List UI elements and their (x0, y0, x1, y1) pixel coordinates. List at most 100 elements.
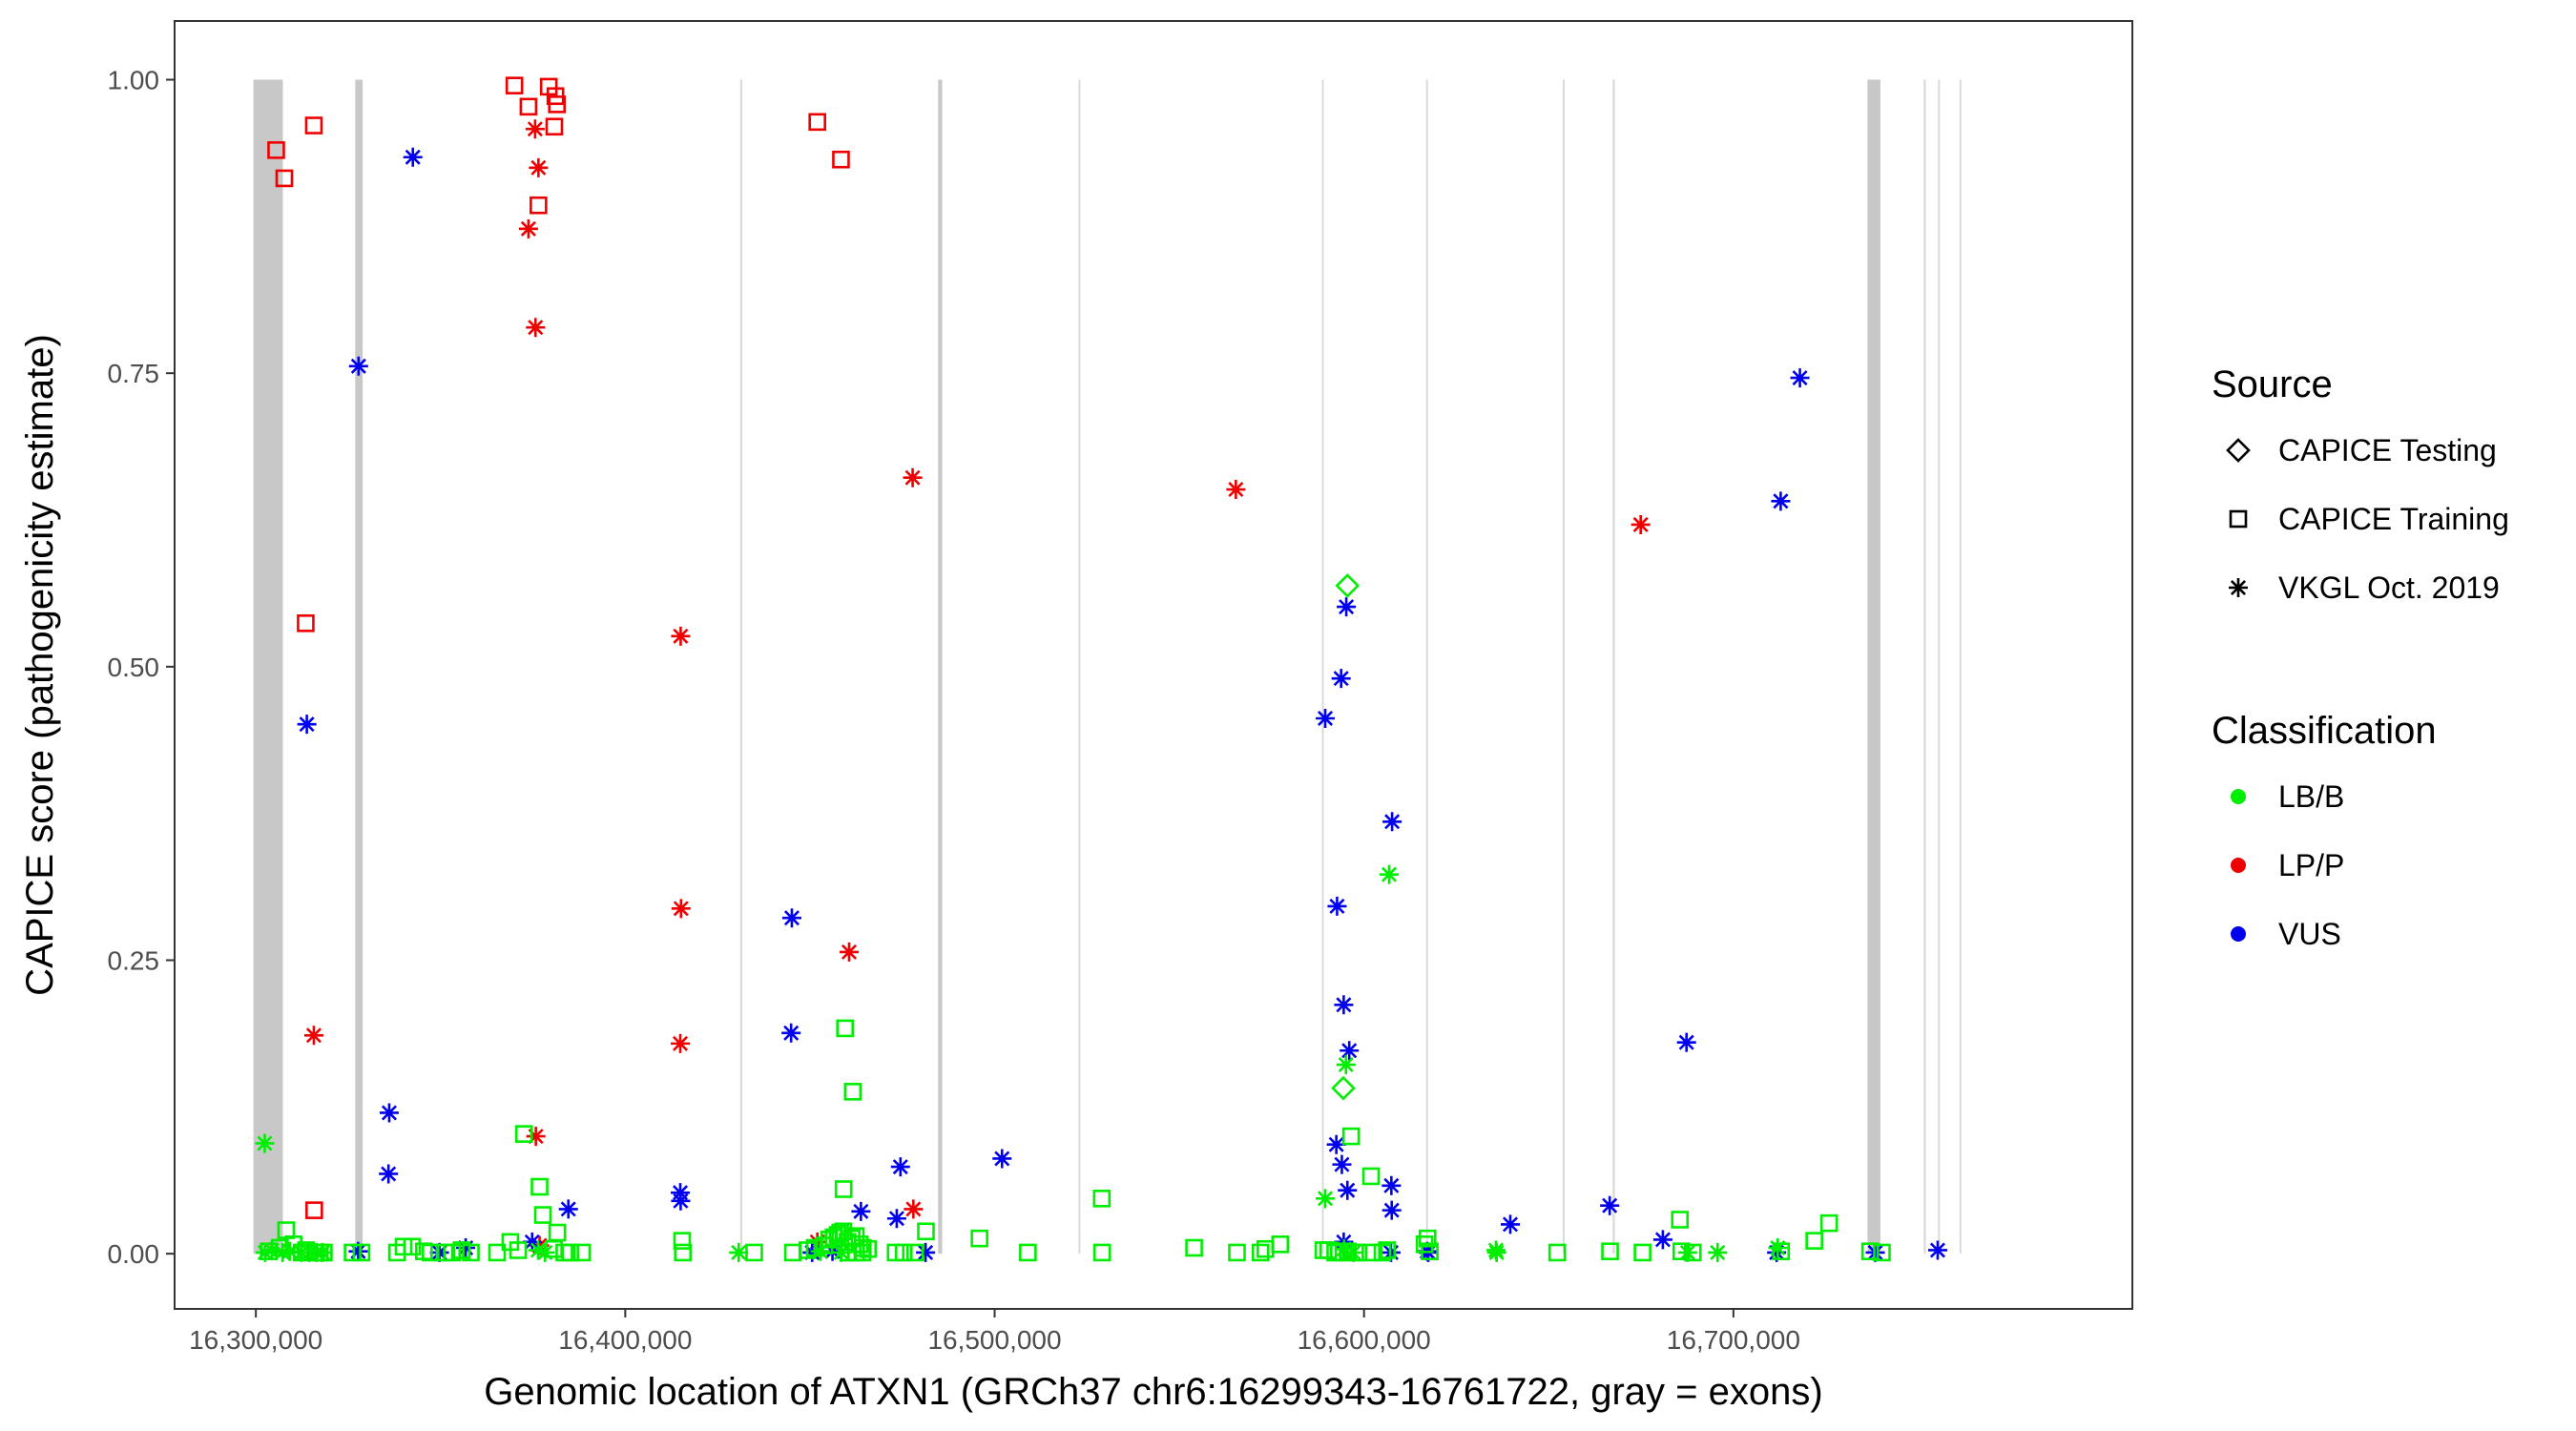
data-point (1380, 864, 1400, 884)
data-point (275, 169, 294, 188)
data-point (312, 1242, 332, 1262)
data-point (674, 1243, 693, 1262)
x-tick-label: 16,400,000 (558, 1325, 692, 1355)
data-point (1337, 597, 1357, 617)
data-point (529, 157, 549, 177)
data-point (832, 150, 850, 169)
series-lbb-square (260, 1019, 1891, 1262)
data-point (519, 97, 538, 116)
data-point (671, 1033, 691, 1053)
data-point (443, 1243, 462, 1262)
exon-band (1562, 79, 1565, 1255)
data-point (255, 1242, 275, 1262)
data-point (526, 318, 546, 338)
data-point (1768, 1238, 1788, 1258)
data-point (992, 1149, 1012, 1169)
data-point (1228, 1243, 1246, 1262)
data-point (853, 1243, 872, 1262)
data-point (1501, 1214, 1521, 1234)
data-point (1019, 1243, 1037, 1262)
data-point (783, 1243, 802, 1262)
data-point (1633, 1243, 1652, 1262)
data-point (970, 1229, 988, 1248)
exon-band (1938, 79, 1941, 1255)
data-point (379, 1164, 399, 1184)
series-lbb-asterisk (255, 864, 1788, 1262)
legend-key-asterisk (2229, 578, 2248, 597)
data-point (561, 1243, 579, 1262)
data-point (1708, 1242, 1728, 1262)
data-point (1418, 1229, 1437, 1248)
data-point (1652, 1230, 1672, 1250)
data-point (518, 218, 538, 238)
data-point (509, 1241, 528, 1259)
data-point (1381, 1200, 1402, 1220)
data-point (781, 1023, 801, 1043)
data-point (1334, 995, 1354, 1015)
legend-label: LP/P (2278, 848, 2344, 882)
data-point (1677, 1242, 1697, 1262)
data-point (1631, 514, 1651, 534)
exon-band (1923, 79, 1926, 1255)
data-point (851, 1201, 871, 1221)
legend-label: LB/B (2278, 779, 2344, 814)
data-point (530, 196, 548, 215)
exon-band (938, 79, 943, 1255)
data-point (839, 942, 859, 962)
data-point (1185, 1238, 1203, 1257)
data-point (1331, 1075, 1356, 1101)
data-point (1873, 1243, 1891, 1262)
legend: Source Classification CAPICE Testing CAPI… (2212, 363, 2509, 951)
data-point (1271, 1235, 1290, 1254)
exon-band (253, 79, 283, 1255)
data-point (1381, 1175, 1402, 1195)
data-point (255, 1133, 275, 1153)
data-point (505, 76, 524, 94)
data-point (1771, 491, 1791, 511)
data-point (917, 1222, 935, 1241)
data-point (558, 1199, 578, 1219)
legend-label: CAPICE Testing (2278, 433, 2497, 467)
data-point (304, 116, 323, 135)
data-point (1251, 1243, 1270, 1262)
data-point (379, 1103, 399, 1123)
data-point (808, 113, 826, 132)
data-point (1226, 480, 1246, 500)
data-point (1343, 1242, 1363, 1262)
legend-label: CAPICE Training (2278, 502, 2509, 536)
data-point (548, 1223, 567, 1242)
data-point (1316, 708, 1336, 728)
data-point (403, 147, 423, 167)
data-point (781, 908, 801, 928)
data-point (514, 1125, 533, 1143)
x-tick-label: 16,700,000 (1667, 1325, 1800, 1355)
series-vus-asterisk (297, 147, 1947, 1262)
data-point (528, 1240, 548, 1260)
data-point (1327, 896, 1347, 916)
data-point (843, 1083, 862, 1101)
data-point (525, 119, 545, 139)
data-point (903, 467, 923, 487)
data-point (886, 1209, 906, 1229)
data-point (1676, 1032, 1696, 1052)
data-point (1805, 1232, 1823, 1250)
data-point (859, 1239, 878, 1258)
data-point (904, 1199, 924, 1219)
data-point (1331, 669, 1351, 689)
data-point (297, 614, 315, 633)
legend-key-color (2231, 789, 2246, 804)
legend-source-title: Source (2212, 363, 2333, 405)
x-tick-label: 16,600,000 (1298, 1325, 1431, 1355)
series-lpp-asterisk (303, 119, 1651, 1255)
data-point (1332, 1154, 1352, 1174)
data-point (1341, 1127, 1361, 1146)
data-point (452, 1241, 471, 1259)
legend-label: VKGL Oct. 2019 (2278, 570, 2500, 605)
data-point (548, 95, 567, 114)
data-point (1382, 812, 1402, 832)
data-point (303, 1026, 323, 1046)
legend-key-diamond (2226, 438, 2251, 463)
x-axis-title: Genomic location of ATXN1 (GRCh37 chr6:1… (484, 1371, 1822, 1413)
data-point (1378, 1241, 1396, 1259)
